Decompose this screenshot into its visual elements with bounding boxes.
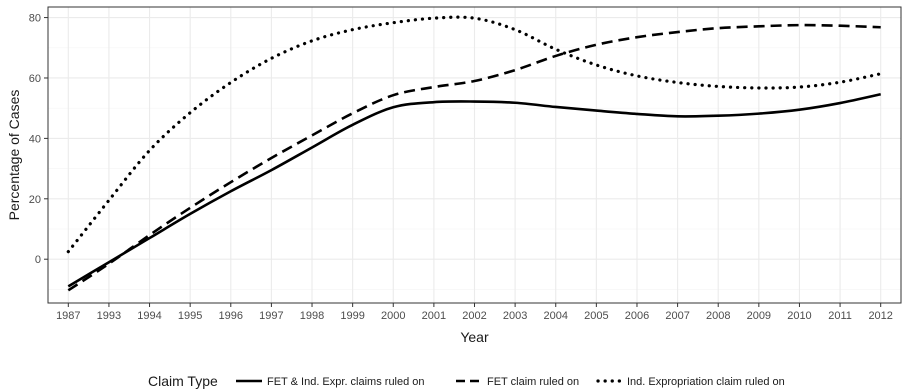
legend-item: FET & Ind. Expr. claims ruled on	[236, 376, 425, 388]
x-tick-label: 1994	[137, 310, 161, 322]
x-axis-ticks: 1987 1993 1994 1995 1996 1997 1998 1999 2000 2001…	[56, 303, 893, 322]
x-tick-label: 2002	[462, 310, 486, 322]
x-tick-label: 1996	[219, 310, 243, 322]
y-axis-ticks: 0 20 40 60 80	[29, 13, 48, 266]
y-axis-title: Percentage of Cases	[6, 90, 22, 221]
x-tick-label: 2003	[503, 310, 527, 322]
x-tick-label: 1998	[300, 310, 324, 322]
x-tick-label: 2006	[625, 310, 649, 322]
x-tick-label: 2004	[543, 310, 567, 322]
x-axis-title: Year	[460, 329, 489, 345]
x-tick-label: 1993	[97, 310, 121, 322]
series-line-dashed	[67, 23, 881, 292]
y-tick-label: 0	[35, 254, 41, 266]
x-tick-label: 2007	[665, 310, 689, 322]
grid	[48, 7, 901, 303]
legend-title: Claim Type	[148, 373, 218, 389]
x-tick-label: 2010	[787, 310, 811, 322]
x-tick-label: 2000	[381, 310, 405, 322]
legend-item: FET claim ruled on	[456, 376, 579, 388]
series-line-dotted	[66, 15, 883, 254]
x-tick-label: 1987	[56, 310, 80, 322]
x-tick-label: 1995	[178, 310, 202, 322]
y-tick-label: 80	[29, 13, 41, 25]
x-tick-label: 2011	[828, 310, 852, 322]
legend-label: FET claim ruled on	[487, 376, 579, 388]
legend-label: FET & Ind. Expr. claims ruled on	[267, 376, 425, 388]
y-tick-label: 20	[29, 194, 41, 206]
x-tick-label: 1999	[340, 310, 364, 322]
x-tick-label: 2001	[422, 310, 446, 322]
y-tick-label: 60	[29, 73, 41, 85]
legend-item: Ind. Expropriation claim ruled on	[596, 376, 785, 388]
x-tick-label: 1997	[259, 310, 283, 322]
x-tick-label: 2008	[706, 310, 730, 322]
x-tick-label: 2012	[868, 310, 892, 322]
series-lines	[66, 15, 883, 292]
series-line-solid	[67, 93, 881, 288]
y-tick-label: 40	[29, 133, 41, 145]
x-tick-label: 2005	[584, 310, 608, 322]
legend: Claim Type FET & Ind. Expr. claims ruled…	[148, 373, 785, 389]
legend-label: Ind. Expropriation claim ruled on	[627, 376, 785, 388]
x-tick-label: 2009	[747, 310, 771, 322]
